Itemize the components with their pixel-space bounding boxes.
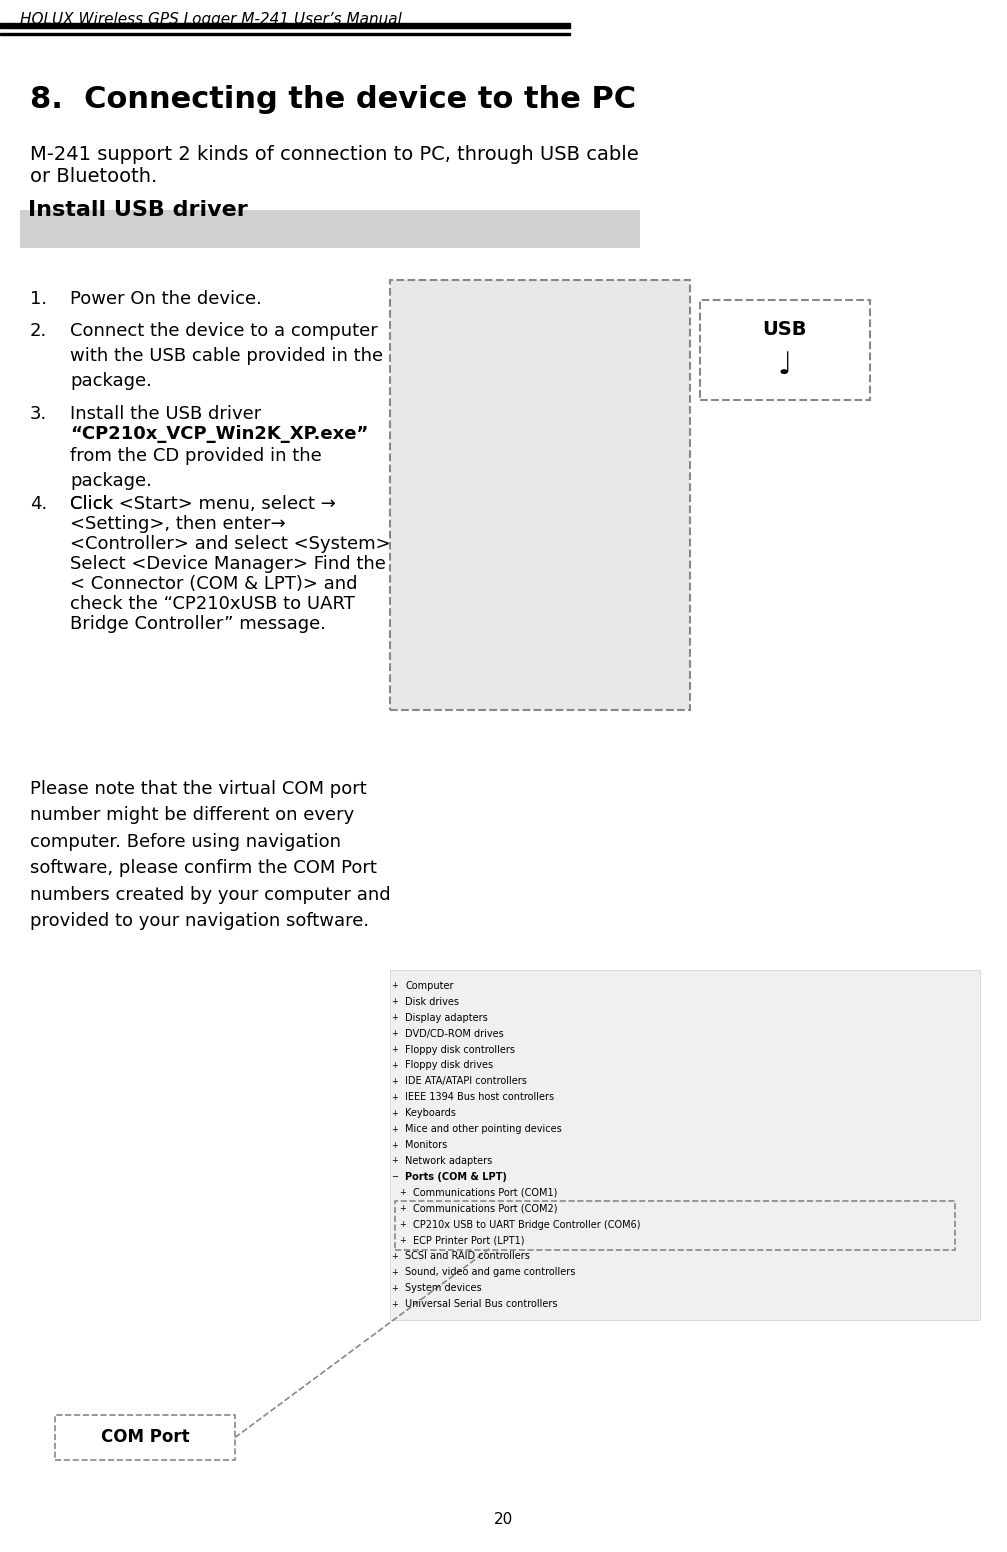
Text: Network adapters: Network adapters <box>405 1156 492 1166</box>
Text: +: + <box>400 1189 407 1197</box>
Text: +: + <box>392 1141 399 1150</box>
Text: +: + <box>392 1029 399 1038</box>
Text: <Setting>, then enter→: <Setting>, then enter→ <box>70 515 286 532</box>
Text: Install the USB driver: Install the USB driver <box>70 405 261 424</box>
Bar <box>0 33 570 36</box>
Bar <box>395 1201 955 1251</box>
Text: USB: USB <box>762 320 808 338</box>
Text: +: + <box>400 1235 407 1245</box>
Text: Mice and other pointing devices: Mice and other pointing devices <box>405 1124 562 1135</box>
Text: Keyboards: Keyboards <box>405 1108 456 1117</box>
Text: HOLUX Wireless GPS Logger M-241 User’s Manual: HOLUX Wireless GPS Logger M-241 User’s M… <box>20 12 402 26</box>
Text: < Connector (COM & LPT)> and: < Connector (COM & LPT)> and <box>70 574 357 593</box>
Text: 20: 20 <box>493 1512 514 1527</box>
Text: Power On the device.: Power On the device. <box>70 290 262 307</box>
Text: Click: Click <box>70 495 119 514</box>
Text: +: + <box>392 1013 399 1023</box>
Bar <box>0 23 570 28</box>
Text: 3.: 3. <box>30 405 47 424</box>
Text: Communications Port (COM2): Communications Port (COM2) <box>413 1204 558 1214</box>
Bar <box>55 1415 235 1460</box>
Text: System devices: System devices <box>405 1284 481 1293</box>
Text: DVD/CD-ROM drives: DVD/CD-ROM drives <box>405 1029 504 1038</box>
Text: Monitors: Monitors <box>405 1141 447 1150</box>
Text: ECP Printer Port (LPT1): ECP Printer Port (LPT1) <box>413 1235 525 1245</box>
Text: Click <Start> menu, select →: Click <Start> menu, select → <box>70 495 336 514</box>
Text: +: + <box>392 1093 399 1102</box>
Text: Select <Device Manager> Find the: Select <Device Manager> Find the <box>70 556 386 573</box>
Text: SCSI and RAID controllers: SCSI and RAID controllers <box>405 1251 530 1262</box>
Text: <Controller> and select <System>: <Controller> and select <System> <box>70 535 391 553</box>
Text: IEEE 1394 Bus host controllers: IEEE 1394 Bus host controllers <box>405 1093 554 1102</box>
Text: Install USB driver: Install USB driver <box>28 200 248 220</box>
Text: Computer: Computer <box>405 981 453 990</box>
Text: +: + <box>392 1062 399 1069</box>
Text: +: + <box>392 998 399 1006</box>
Text: +: + <box>392 981 399 990</box>
Text: Connect the device to a computer
with the USB cable provided in the
package.: Connect the device to a computer with th… <box>70 321 383 390</box>
Text: Please note that the virtual COM port
number might be different on every
compute: Please note that the virtual COM port nu… <box>30 781 391 930</box>
Text: Ports (COM & LPT): Ports (COM & LPT) <box>405 1172 507 1181</box>
Text: Bridge Controller” message.: Bridge Controller” message. <box>70 615 326 633</box>
Text: 2.: 2. <box>30 321 47 340</box>
Text: +: + <box>392 1268 399 1277</box>
Text: IDE ATA/ATAPI controllers: IDE ATA/ATAPI controllers <box>405 1077 527 1086</box>
Bar <box>390 279 690 709</box>
Text: CP210x USB to UART Bridge Controller (COM6): CP210x USB to UART Bridge Controller (CO… <box>413 1220 640 1229</box>
Text: +: + <box>392 1299 399 1308</box>
Text: +: + <box>392 1077 399 1086</box>
Text: +: + <box>400 1204 407 1214</box>
Text: +: + <box>392 1284 399 1293</box>
Text: Sound, video and game controllers: Sound, video and game controllers <box>405 1268 575 1277</box>
Text: +: + <box>400 1220 407 1229</box>
Bar <box>20 210 640 248</box>
Text: 8.  Connecting the device to the PC: 8. Connecting the device to the PC <box>30 85 636 113</box>
Text: Floppy disk controllers: Floppy disk controllers <box>405 1044 515 1054</box>
Text: “CP210x_VCP_Win2K_XP.exe”: “CP210x_VCP_Win2K_XP.exe” <box>70 425 369 442</box>
Text: Display adapters: Display adapters <box>405 1013 487 1023</box>
Text: Disk drives: Disk drives <box>405 996 459 1007</box>
Text: +: + <box>392 1108 399 1117</box>
Bar <box>700 300 870 400</box>
Text: check the “CP210xUSB to UART: check the “CP210xUSB to UART <box>70 594 354 613</box>
Text: 1.: 1. <box>30 290 47 307</box>
Text: +: + <box>392 1156 399 1166</box>
Text: +: + <box>392 1125 399 1133</box>
Text: COM Port: COM Port <box>101 1428 189 1446</box>
Text: Floppy disk drives: Floppy disk drives <box>405 1060 493 1071</box>
Text: 4.: 4. <box>30 495 47 514</box>
Text: +: + <box>392 1252 399 1260</box>
Text: −: − <box>392 1172 399 1181</box>
Text: Communications Port (COM1): Communications Port (COM1) <box>413 1187 558 1198</box>
Bar <box>390 970 980 1321</box>
Text: ♩: ♩ <box>777 351 793 380</box>
Text: from the CD provided in the
package.: from the CD provided in the package. <box>70 447 322 490</box>
Text: Universal Serial Bus controllers: Universal Serial Bus controllers <box>405 1299 558 1308</box>
Text: M-241 support 2 kinds of connection to PC, through USB cable
or Bluetooth.: M-241 support 2 kinds of connection to P… <box>30 144 638 186</box>
Text: +: + <box>392 1044 399 1054</box>
